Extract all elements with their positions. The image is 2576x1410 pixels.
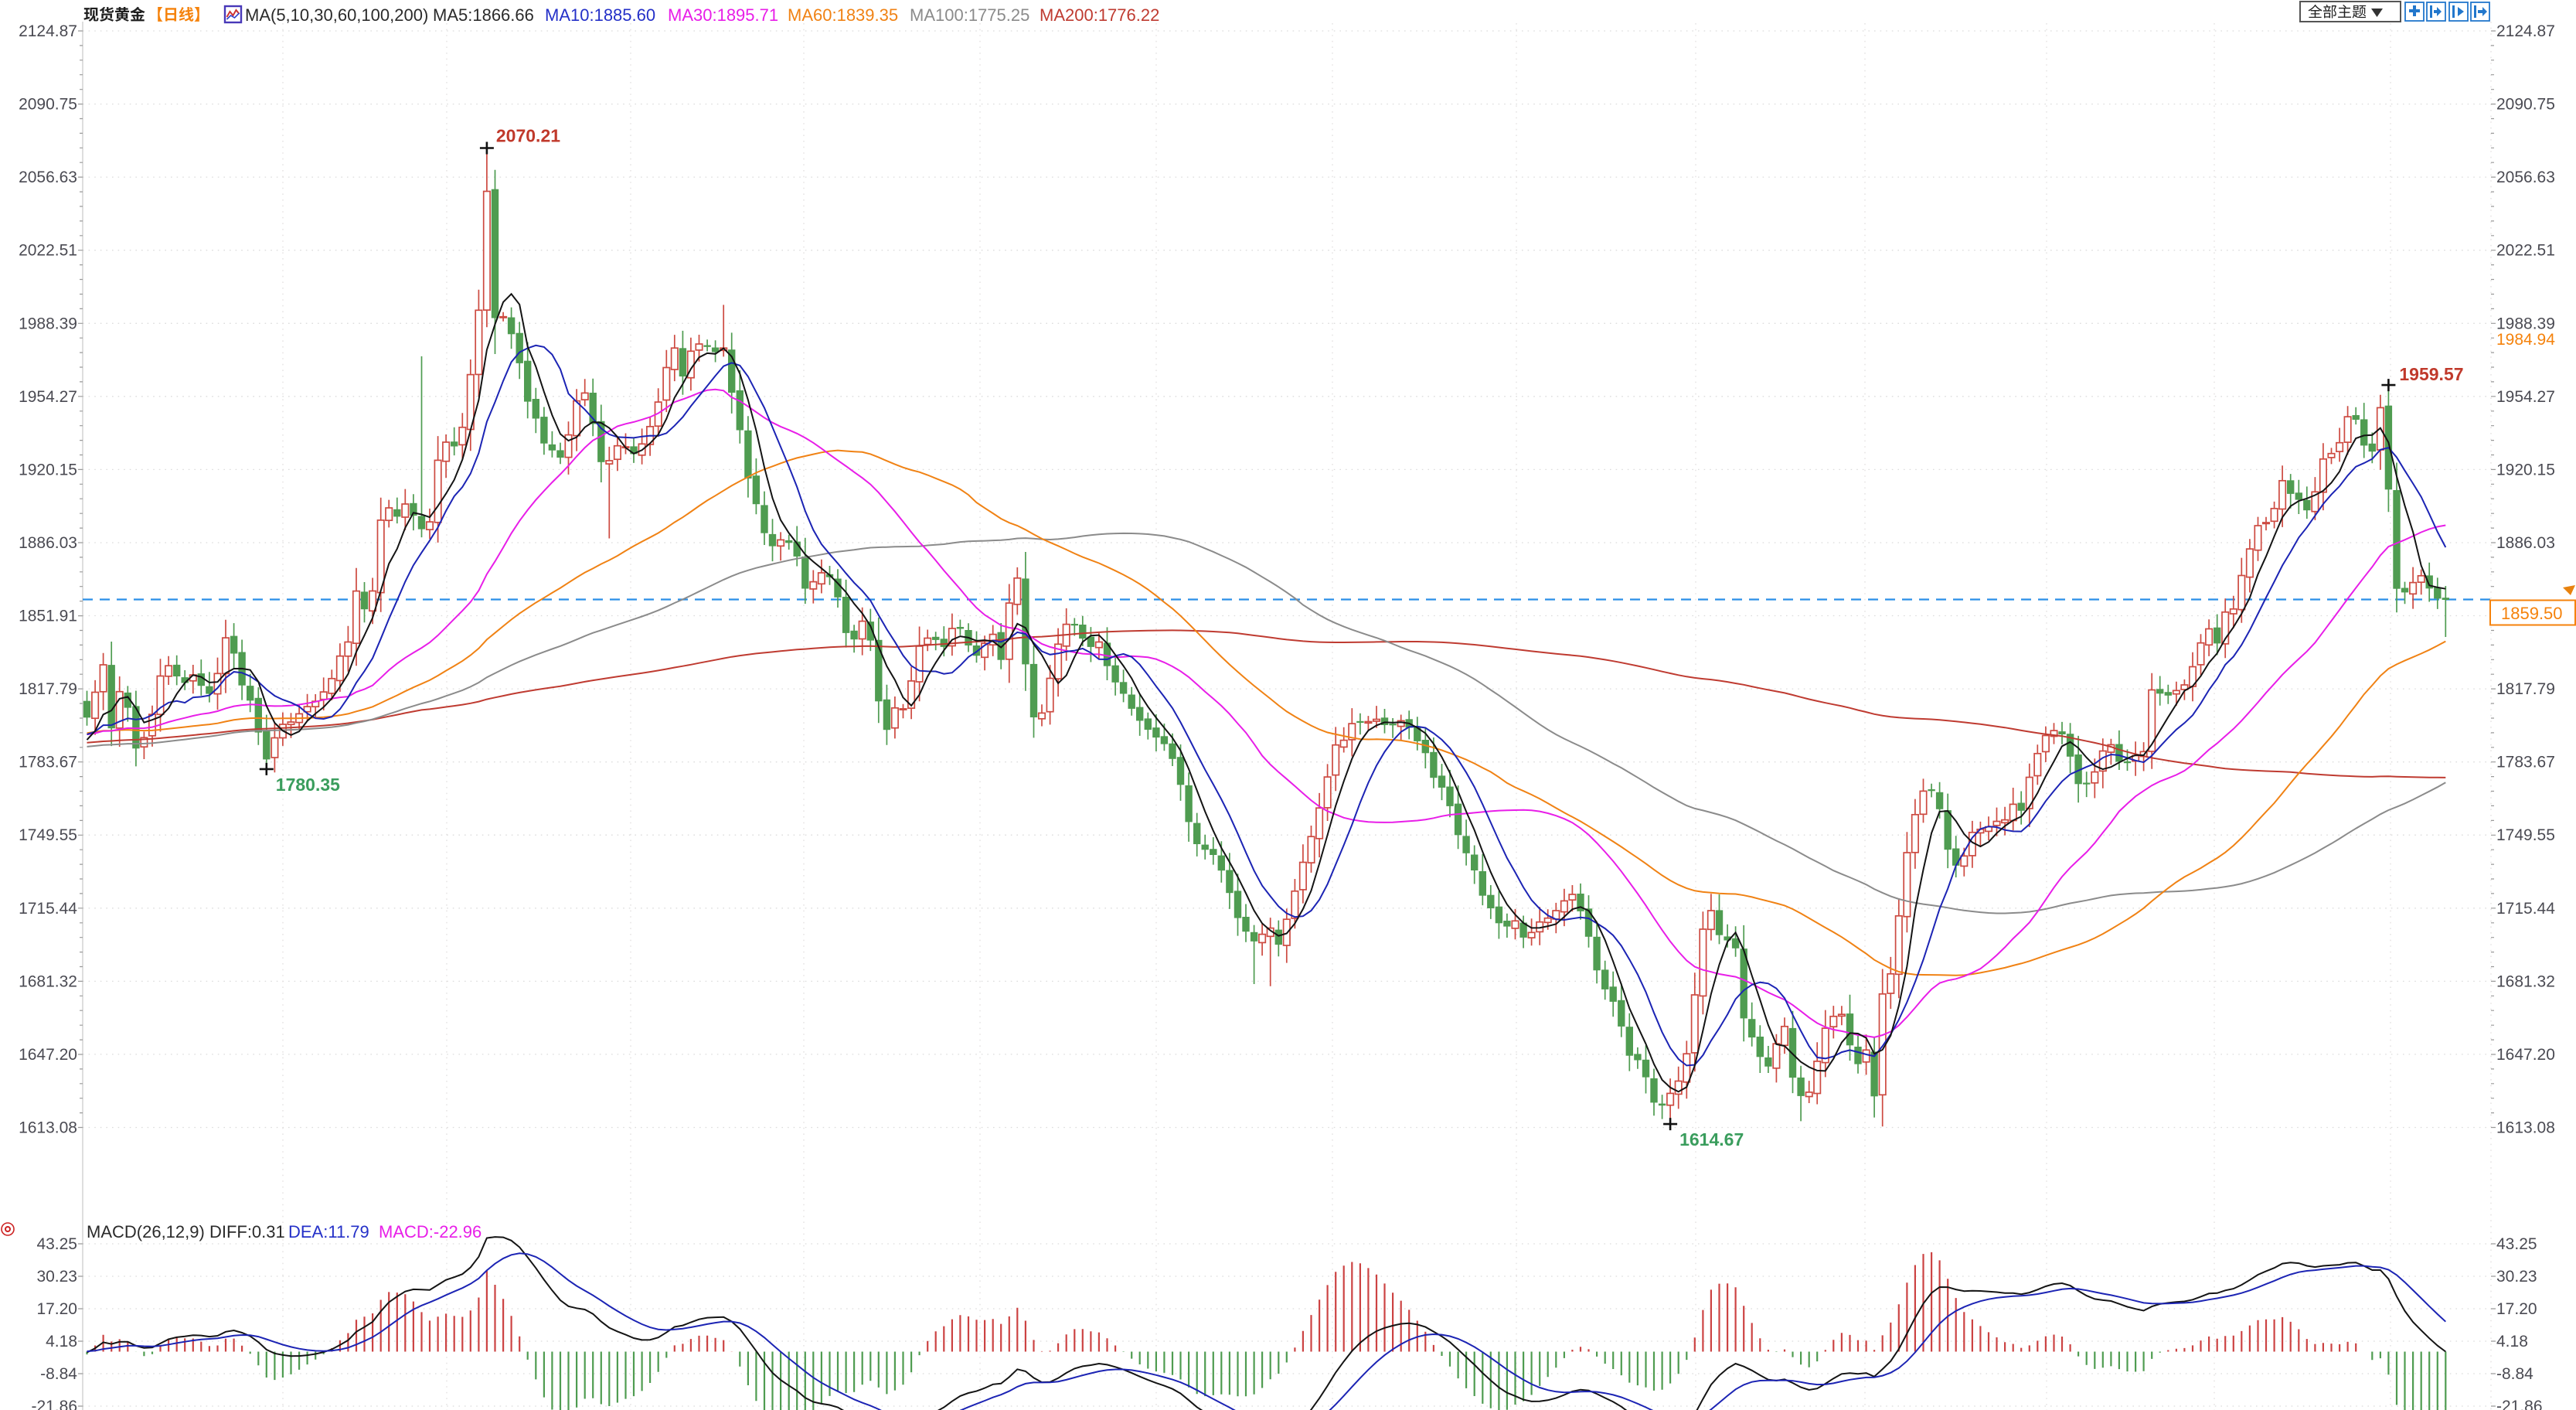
svg-text:-21.86: -21.86: [31, 1398, 77, 1410]
svg-text:-8.84: -8.84: [2496, 1365, 2533, 1383]
svg-text:1959.57: 1959.57: [2399, 364, 2463, 384]
svg-text:1614.67: 1614.67: [1679, 1129, 1744, 1149]
svg-text:MACD(26,12,9) DIFF:0.31: MACD(26,12,9) DIFF:0.31: [87, 1222, 285, 1241]
svg-text:2056.63: 2056.63: [19, 169, 77, 186]
svg-text:MA30:1895.71: MA30:1895.71: [668, 5, 778, 25]
svg-text:2090.75: 2090.75: [2496, 96, 2555, 114]
svg-text:4.18: 4.18: [2496, 1333, 2528, 1350]
svg-text:1988.39: 1988.39: [19, 315, 77, 332]
svg-text:-8.84: -8.84: [40, 1365, 77, 1383]
svg-text:MA5:1866.66: MA5:1866.66: [433, 5, 534, 25]
svg-text:DEA:11.79: DEA:11.79: [288, 1222, 369, 1241]
svg-text:2090.75: 2090.75: [19, 96, 77, 114]
svg-text:1613.08: 1613.08: [2496, 1119, 2555, 1137]
svg-text:MA60:1839.35: MA60:1839.35: [788, 5, 898, 25]
svg-text:1859.50: 1859.50: [2501, 604, 2563, 623]
svg-text:1954.27: 1954.27: [19, 388, 77, 406]
svg-text:4.18: 4.18: [46, 1333, 77, 1350]
svg-text:2056.63: 2056.63: [2496, 169, 2555, 186]
svg-text:30.23: 30.23: [36, 1268, 77, 1286]
svg-text:2022.51: 2022.51: [19, 242, 77, 260]
svg-text:1886.03: 1886.03: [19, 534, 77, 552]
svg-text:1681.32: 1681.32: [19, 972, 77, 990]
svg-text:MACD:-22.96: MACD:-22.96: [379, 1222, 482, 1241]
svg-text:MA100:1775.25: MA100:1775.25: [910, 5, 1029, 25]
svg-text:1954.27: 1954.27: [2496, 388, 2555, 406]
svg-text:MA200:1776.22: MA200:1776.22: [1040, 5, 1159, 25]
svg-text:2124.87: 2124.87: [19, 22, 77, 40]
svg-text:1715.44: 1715.44: [19, 900, 77, 918]
svg-text:1783.67: 1783.67: [2496, 754, 2555, 771]
svg-text:1647.20: 1647.20: [19, 1046, 77, 1064]
svg-text:MA10:1885.60: MA10:1885.60: [545, 5, 655, 25]
svg-text:2022.51: 2022.51: [2496, 242, 2555, 260]
svg-text:1647.20: 1647.20: [2496, 1046, 2555, 1064]
svg-text:1613.08: 1613.08: [19, 1119, 77, 1137]
svg-text:43.25: 43.25: [2496, 1235, 2537, 1253]
svg-text:17.20: 17.20: [36, 1300, 77, 1318]
svg-text:1780.35: 1780.35: [276, 775, 340, 795]
svg-text:2070.21: 2070.21: [496, 126, 560, 146]
svg-text:1817.79: 1817.79: [2496, 680, 2555, 698]
svg-text:1783.67: 1783.67: [19, 754, 77, 771]
svg-text:-21.86: -21.86: [2496, 1398, 2543, 1410]
svg-text:1817.79: 1817.79: [19, 680, 77, 698]
svg-text:1851.91: 1851.91: [19, 608, 77, 625]
svg-text:1749.55: 1749.55: [2496, 826, 2555, 844]
svg-text:1920.15: 1920.15: [19, 461, 77, 479]
svg-text:1988.39: 1988.39: [2496, 315, 2555, 332]
svg-text:1715.44: 1715.44: [2496, 900, 2555, 918]
svg-text:30.23: 30.23: [2496, 1268, 2537, 1286]
svg-text:17.20: 17.20: [2496, 1300, 2537, 1318]
svg-text:1984.94: 1984.94: [2496, 331, 2555, 349]
svg-text:1886.03: 1886.03: [2496, 534, 2555, 552]
svg-text:1920.15: 1920.15: [2496, 461, 2555, 479]
svg-text:MA(5,10,30,60,100,200): MA(5,10,30,60,100,200): [245, 5, 428, 25]
svg-text:43.25: 43.25: [36, 1235, 77, 1253]
svg-text:1681.32: 1681.32: [2496, 972, 2555, 990]
svg-text:2124.87: 2124.87: [2496, 22, 2555, 40]
svg-text:1749.55: 1749.55: [19, 826, 77, 844]
